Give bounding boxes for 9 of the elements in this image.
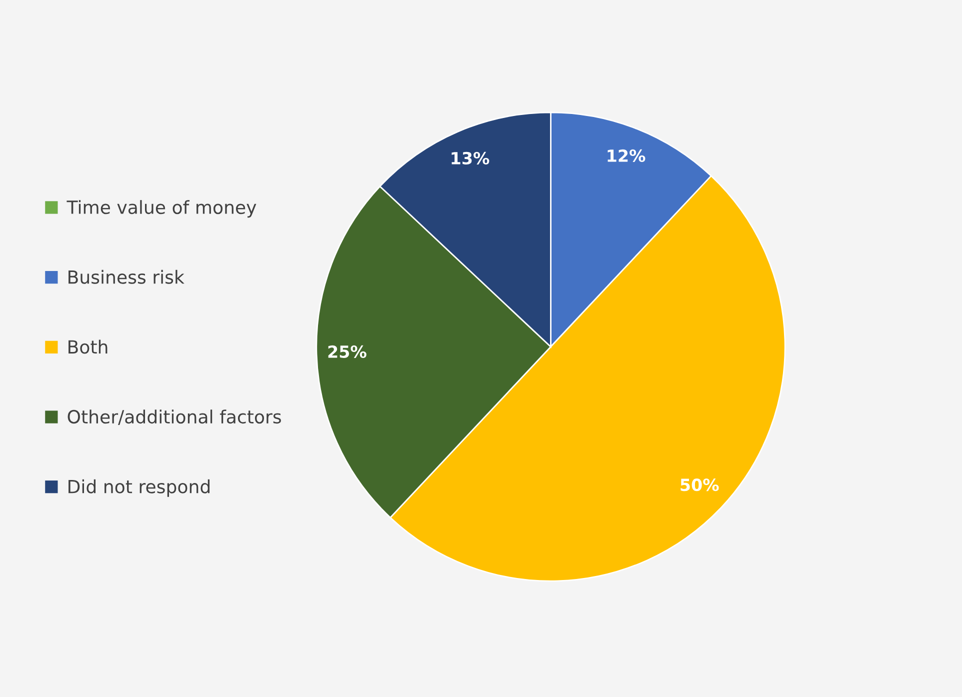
data-label: 12% [608, 149, 646, 162]
data-label: 13% [452, 152, 490, 164]
legend-label: Both [68, 340, 108, 354]
legend-label: Did not respond [68, 479, 210, 497]
legend-label: Business risk [68, 270, 184, 284]
data-label: 25% [328, 345, 366, 358]
legend-label: Time value of money [66, 200, 256, 218]
data-label: 50% [680, 478, 719, 492]
legend-label: Other/additional factors [68, 410, 281, 425]
